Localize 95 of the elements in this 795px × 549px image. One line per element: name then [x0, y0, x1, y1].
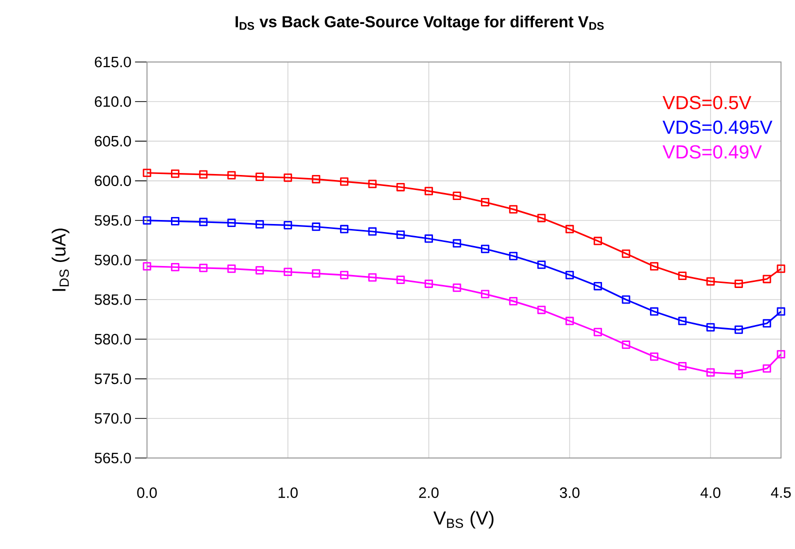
point — [650, 307, 658, 316]
x-tick-label: 1.0 — [278, 487, 298, 498]
y-tick-label: 575.0 — [94, 374, 131, 384]
point — [622, 249, 630, 258]
point — [284, 268, 292, 276]
y-tick-label: 615.0 — [94, 56, 131, 68]
point — [537, 214, 546, 222]
y-tick-label: 590.0 — [94, 254, 131, 266]
point — [706, 277, 715, 286]
y-tick-label: 595.0 — [94, 215, 131, 226]
point — [424, 234, 433, 243]
point — [170, 262, 180, 272]
point — [776, 350, 786, 358]
point — [227, 264, 236, 273]
point — [396, 276, 405, 284]
point — [537, 306, 546, 314]
point — [284, 220, 292, 230]
point — [678, 362, 687, 370]
point — [424, 186, 433, 196]
point — [452, 192, 462, 200]
y-tick-label: 570.0 — [94, 413, 131, 424]
point — [734, 370, 743, 378]
point — [340, 270, 348, 280]
point — [594, 328, 602, 336]
point — [368, 180, 377, 188]
point — [256, 266, 264, 274]
point — [452, 284, 462, 292]
point — [565, 224, 574, 234]
point — [480, 198, 490, 206]
y-tick-label: 605.0 — [94, 136, 131, 146]
x-tick-label: 3.0 — [560, 487, 580, 498]
point — [170, 169, 180, 178]
point — [227, 218, 236, 227]
point — [256, 220, 264, 229]
y-tick-label: 565.0 — [94, 452, 131, 464]
point — [396, 230, 405, 239]
point — [340, 224, 348, 234]
text: VDS=0.49V — [662, 145, 762, 159]
x-tick-label: 2.0 — [419, 487, 439, 498]
point — [424, 280, 433, 288]
point — [199, 264, 208, 272]
point — [678, 272, 687, 280]
point — [594, 236, 602, 246]
point — [312, 175, 320, 184]
point — [594, 282, 602, 290]
text: VDS=0.495V — [662, 120, 772, 134]
point — [199, 170, 208, 179]
point — [537, 260, 546, 269]
x-axis-title: V$_{BS}$ (V) — [433, 510, 494, 528]
x-tick-label: 0.0 — [137, 487, 157, 498]
point — [650, 352, 658, 361]
point — [368, 227, 377, 236]
point — [340, 177, 348, 186]
point — [284, 173, 292, 182]
point — [509, 252, 518, 260]
point — [396, 182, 405, 192]
x-tick-label: 4.5 — [770, 487, 791, 498]
point — [762, 274, 772, 284]
y-tick-label: 610.0 — [94, 96, 131, 107]
chart-title: I$_{DS}$ vs Back Gate-Source Voltage for different V$_{DS}$ — [236, 16, 604, 31]
point — [142, 262, 152, 271]
point — [170, 217, 180, 226]
point — [650, 262, 658, 271]
point — [776, 264, 786, 273]
point — [734, 280, 743, 288]
x-tick-label: 4.0 — [700, 487, 720, 498]
point — [368, 273, 377, 282]
point — [706, 323, 715, 332]
point — [565, 270, 574, 280]
point — [776, 307, 786, 316]
point — [734, 326, 743, 334]
point — [312, 222, 320, 231]
point — [565, 316, 574, 326]
point — [452, 239, 462, 248]
y-tick-label: 585.0 — [94, 294, 131, 305]
point — [480, 290, 490, 298]
point — [706, 368, 715, 377]
point — [199, 218, 208, 226]
point — [312, 269, 320, 278]
point — [762, 364, 772, 373]
text: VDS=0.5V — [662, 96, 752, 110]
point — [622, 295, 630, 304]
point — [762, 319, 772, 328]
point — [142, 216, 152, 225]
point — [509, 296, 518, 306]
y-axis-title: I$_{DS}$ (uA) — [52, 228, 70, 291]
point — [678, 316, 687, 326]
point — [480, 244, 490, 254]
point — [142, 168, 152, 178]
y-tick-label: 580.0 — [94, 334, 131, 344]
point — [622, 340, 630, 349]
point — [256, 172, 264, 182]
y-tick-label: 600.0 — [94, 176, 131, 186]
point — [227, 171, 236, 180]
point — [509, 205, 518, 214]
